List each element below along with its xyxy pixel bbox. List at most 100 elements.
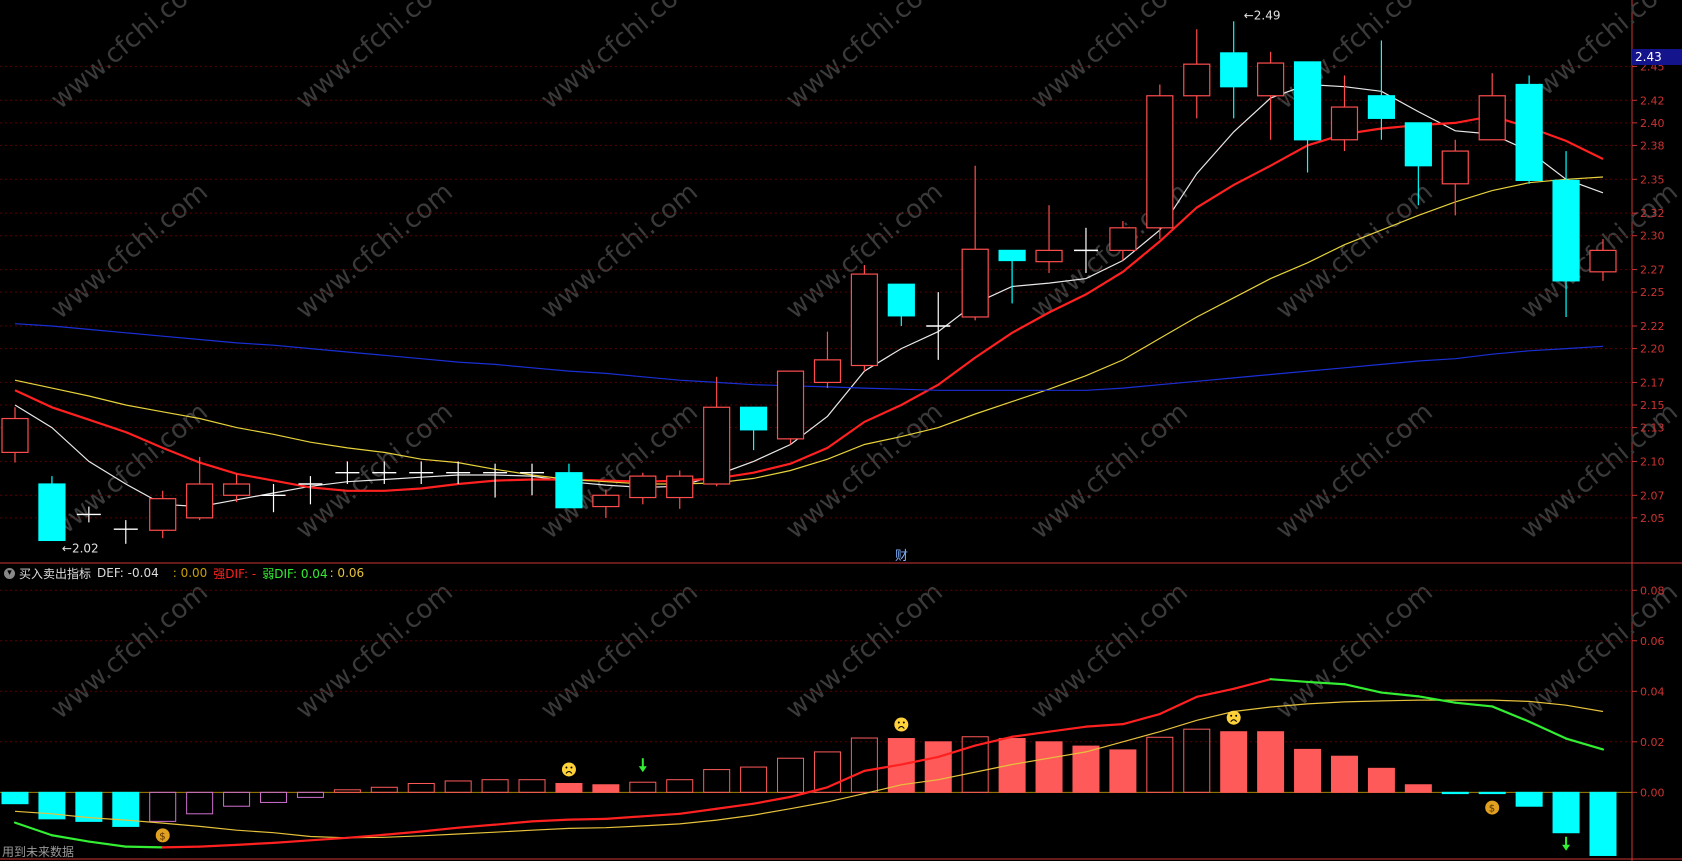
candle-body	[1441, 150, 1469, 185]
watermark-text: www.cfchi.com	[780, 577, 949, 725]
frown-face-icon	[1226, 710, 1241, 725]
candle	[186, 456, 214, 521]
histogram-bar	[813, 751, 841, 793]
dif-segment	[1232, 678, 1272, 690]
histogram-bar	[260, 791, 288, 803]
histogram-bar	[998, 738, 1026, 793]
candle	[1552, 151, 1580, 317]
watermark-text: www.cfchi.com	[535, 177, 704, 325]
dif-segment	[1195, 687, 1235, 698]
candle	[776, 370, 805, 445]
histogram-bar	[850, 737, 878, 793]
candle	[926, 292, 951, 360]
watermark-text: www.cfchi.com	[1270, 177, 1439, 325]
candle	[76, 506, 101, 523]
indicator-header: ▾ 买入卖出指标 DEF: -0.04 : 0.00 强DIF: - 弱DIF:…	[4, 564, 370, 582]
histogram-bar	[333, 789, 361, 793]
watermark-text: www.cfchi.com	[780, 0, 949, 115]
strong-dif-label: 强DIF: -	[213, 566, 257, 581]
frown-face-icon	[894, 717, 909, 732]
y-tick-label: 2.10	[1640, 455, 1665, 468]
candle-body	[38, 483, 66, 542]
candle-body	[739, 406, 768, 431]
weak-dif-value: : 0.06	[329, 566, 365, 580]
chevron-down-circle-icon[interactable]: ▾	[4, 567, 15, 579]
dif-segment	[1417, 695, 1457, 704]
dif-segment	[1121, 712, 1161, 726]
dif-segment	[1491, 705, 1531, 723]
dif-segment	[1158, 695, 1198, 716]
candle	[592, 489, 620, 518]
candle	[1367, 40, 1396, 140]
histogram-bar	[186, 791, 214, 815]
candle	[739, 406, 768, 451]
histogram-bar	[481, 779, 509, 793]
candle-body	[998, 249, 1026, 262]
candle	[703, 376, 731, 487]
histogram-bar	[592, 784, 620, 793]
y-tick-label: 2.42	[1640, 94, 1665, 107]
candle	[113, 520, 138, 544]
candle	[666, 470, 694, 509]
candle	[298, 476, 323, 505]
histogram-bar	[1146, 736, 1174, 793]
dif-segment	[789, 786, 829, 798]
candle-body	[1293, 61, 1322, 141]
def-label: DEF: -0.04	[97, 566, 159, 580]
indicator-name[interactable]: 买入卖出指标	[19, 566, 92, 581]
histogram-bar	[924, 741, 952, 793]
y-tick-label: 2.22	[1640, 320, 1665, 333]
histogram-bar	[1, 791, 29, 805]
watermark-text: www.cfchi.com	[290, 397, 459, 545]
watermark-text: www.cfchi.com	[535, 577, 704, 725]
watermark-text: www.cfchi.com	[1025, 397, 1194, 545]
dif-segment	[826, 769, 866, 789]
histogram-bar	[1183, 728, 1211, 793]
dif-segment	[900, 755, 940, 766]
candle-body	[961, 248, 989, 318]
histogram-bar	[1035, 741, 1063, 793]
watermark-text: www.cfchi.com	[780, 397, 949, 545]
dif-segment	[346, 833, 386, 839]
dif-segment	[235, 841, 275, 846]
histogram-bar	[444, 780, 472, 793]
watermark-text: www.cfchi.com	[1025, 577, 1194, 725]
dif-segment	[87, 840, 127, 848]
ind-y-tick-label: 0.02	[1640, 736, 1665, 749]
ind-y-tick-label: 0.08	[1640, 584, 1665, 597]
dif-segment	[567, 817, 607, 821]
dea-line	[14, 699, 1604, 839]
histogram-bar	[1109, 749, 1137, 793]
dif-segment	[124, 845, 164, 849]
dif-segment	[1269, 678, 1309, 684]
candle	[850, 265, 878, 372]
histogram-bar	[666, 779, 694, 793]
candle	[1073, 227, 1098, 273]
candle	[1183, 29, 1211, 119]
candle	[1, 407, 29, 463]
candle	[887, 283, 915, 326]
ind-y-tick-label: 0.00	[1640, 786, 1665, 799]
candle-body	[1146, 95, 1174, 229]
candle-body	[186, 483, 214, 519]
dif-segment	[420, 826, 460, 833]
current-price-tag: 2.43	[1632, 49, 1682, 65]
candle	[1257, 51, 1285, 140]
dif-segment	[1564, 737, 1605, 751]
candle	[998, 249, 1026, 304]
dif-segment	[678, 807, 718, 815]
candle-body	[1367, 95, 1396, 119]
candle	[1109, 221, 1137, 261]
finance-marker: 财	[895, 549, 908, 564]
candle-body	[1183, 63, 1211, 97]
histogram-bar	[407, 782, 435, 793]
candle	[446, 461, 471, 484]
dif-segment	[641, 812, 681, 818]
y-tick-label: 2.15	[1640, 399, 1665, 412]
histogram-bar	[223, 791, 251, 807]
y-tick-label: 2.05	[1640, 512, 1665, 525]
candle	[1441, 139, 1469, 216]
dif-segment	[752, 795, 792, 805]
candle-body	[1330, 106, 1359, 141]
